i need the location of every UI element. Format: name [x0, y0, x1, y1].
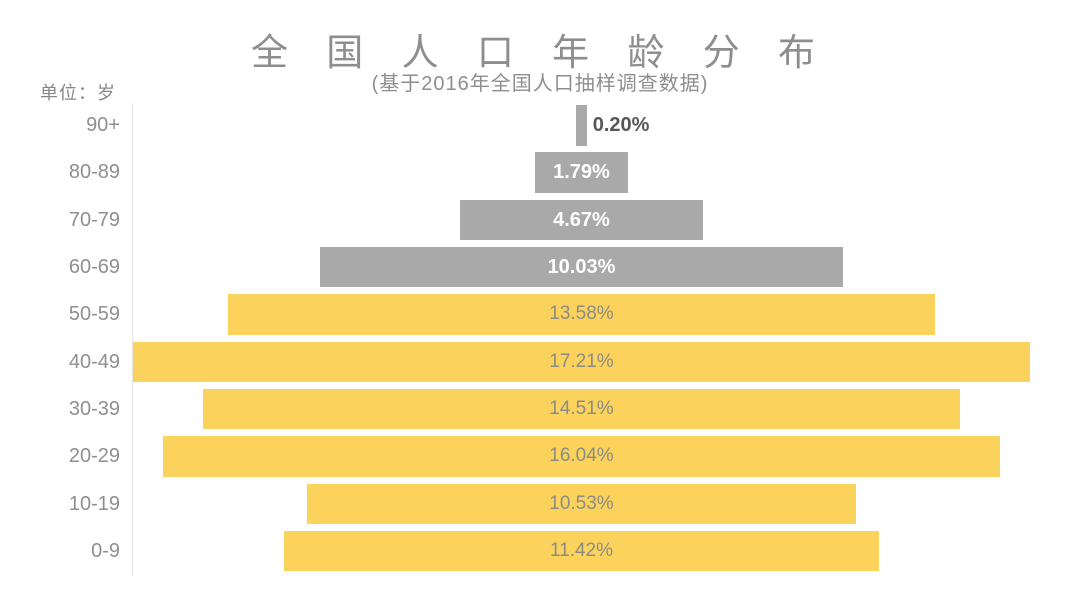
bar-80-89: 1.79%	[534, 152, 629, 193]
chart-subtitle: (基于2016年全国人口抽样调查数据)	[371, 73, 709, 95]
category-label: 60-69	[68, 255, 120, 278]
category-label: 40-49	[68, 350, 120, 373]
bar-value-label: 14.51%	[549, 397, 614, 419]
bar-40-49: 17.21%	[132, 341, 1031, 383]
category-label: 10-19	[68, 492, 120, 515]
category-label: 30-39	[68, 397, 120, 420]
bar-value-label: 1.79%	[553, 161, 610, 184]
y-axis-line	[132, 103, 133, 576]
unit-label: 单位：岁	[40, 83, 116, 103]
bar-value-label: 10.03%	[547, 255, 616, 278]
bar-value-label: 4.67%	[553, 208, 610, 231]
bar-20-29: 16.04%	[163, 436, 1000, 477]
bar-90+: 0.20%	[576, 105, 649, 146]
category-label: 90+	[86, 114, 120, 136]
category-label: 50-59	[68, 303, 120, 326]
chart-title: 全 国 人 口 年 龄 分 布	[251, 32, 829, 73]
bar-30-39: 14.51%	[203, 388, 960, 430]
bar-50-59: 13.58%	[227, 294, 936, 335]
bar-value-label: 17.21%	[549, 350, 614, 372]
bar-value-label: 11.42%	[549, 539, 613, 561]
bar-value-label: 16.04%	[549, 445, 614, 467]
bar-10-19: 10.53%	[307, 483, 856, 525]
bar-value-label: 13.58%	[549, 303, 614, 325]
bar-70-79: 4.67%	[459, 199, 704, 241]
bar-60-69: 10.03%	[320, 246, 843, 288]
bar-value-label: 0.20%	[592, 114, 650, 136]
category-label: 20-29	[68, 445, 120, 468]
category-label: 0-9	[91, 539, 120, 562]
bar-0-9: 11.42%	[283, 530, 880, 572]
bar-value-label: 10.53%	[549, 492, 614, 514]
category-label: 80-89	[68, 161, 120, 184]
category-label: 70-79	[68, 208, 120, 231]
